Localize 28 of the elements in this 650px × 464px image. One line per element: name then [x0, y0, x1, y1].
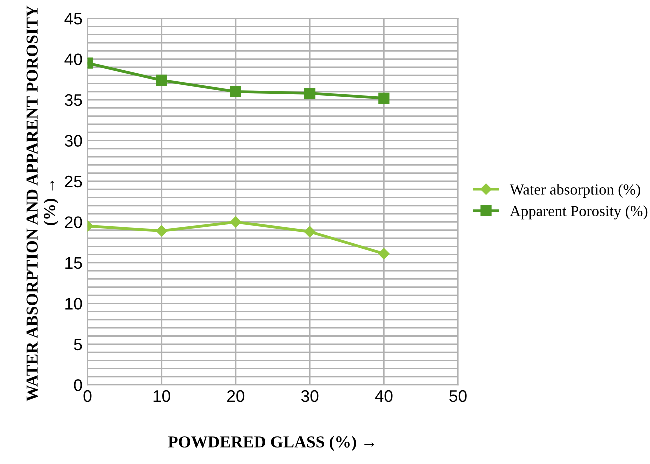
point: [304, 226, 316, 238]
y-tick-label: 10: [66, 298, 82, 310]
legend-label: Apparent Porosity (%): [510, 206, 648, 220]
x-tick-label: 50: [450, 390, 467, 402]
y-tick-label: 5: [74, 338, 82, 351]
point: [156, 74, 168, 86]
y-tick-label: 45: [64, 13, 82, 25]
x-tick-label: 10: [154, 390, 170, 402]
point: [230, 86, 242, 98]
y-tick-label: 40: [64, 54, 82, 66]
y-tick-label: 0: [74, 380, 82, 392]
x-tick-label: 0: [84, 390, 92, 402]
x-tick-label: 30: [301, 390, 319, 402]
x-tick-label: 40: [375, 390, 393, 402]
y-tick-label: 35: [64, 94, 82, 106]
point: [378, 248, 390, 260]
y-tick-label: 25: [65, 176, 82, 188]
y-tick-label: 20: [65, 216, 82, 228]
x-tick-label: 20: [228, 390, 245, 402]
y-tick-label: 30: [64, 135, 82, 147]
legend-label: Water absorption (%): [510, 184, 640, 198]
point: [378, 92, 390, 104]
y-tick-label: 15: [66, 258, 82, 270]
x-axis-title: POWDERED GLASS (%) →: [168, 436, 374, 452]
y-axis-title: WATER ABSORPTION AND APPARENT POROSITY (%) →: [26, 6, 59, 402]
point: [230, 216, 242, 228]
point: [304, 88, 316, 100]
point: [156, 226, 168, 237]
